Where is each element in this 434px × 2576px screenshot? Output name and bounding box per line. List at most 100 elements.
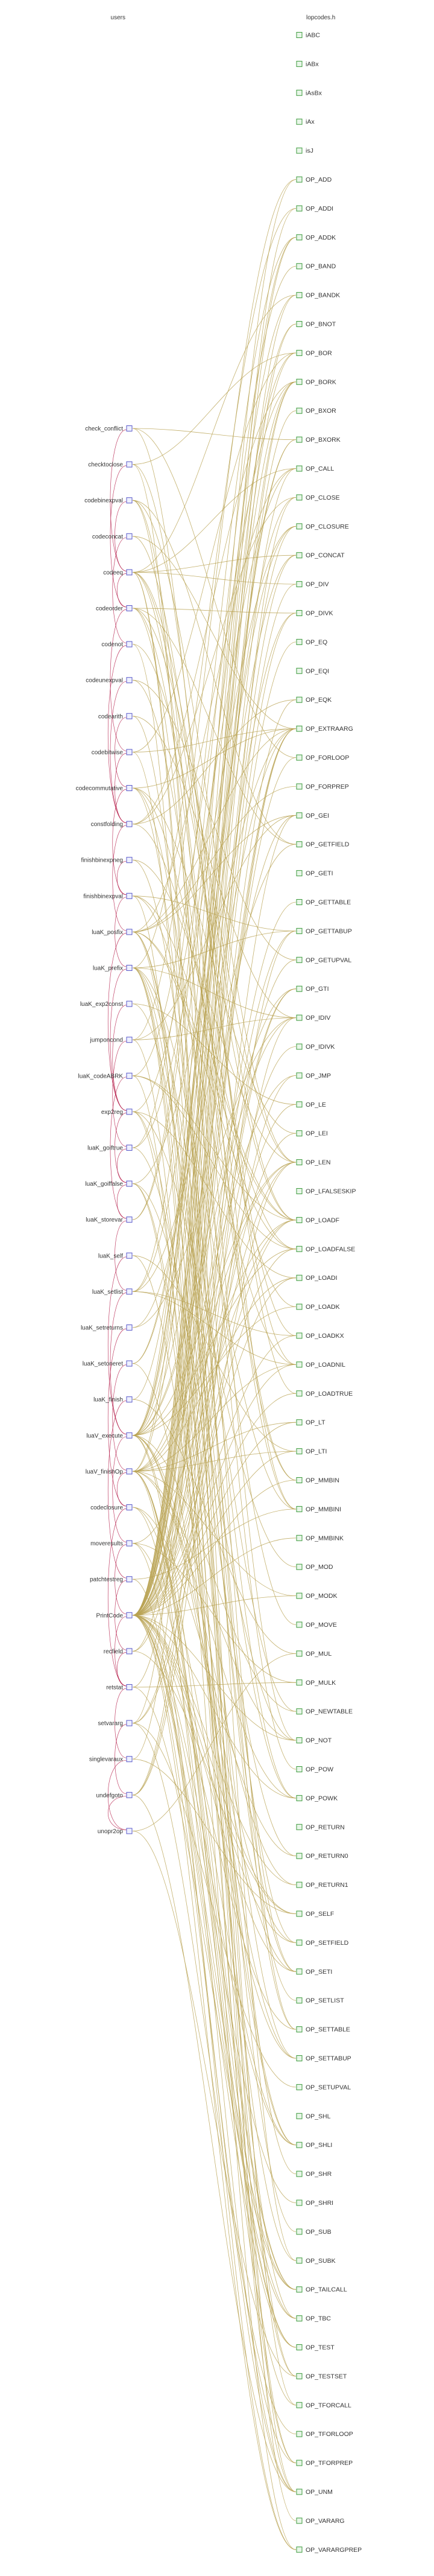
opcode-node-marker[interactable] [296,2026,303,2033]
user-node-marker[interactable] [126,1828,133,1834]
opcode-node-marker[interactable] [296,1881,303,1888]
opcode-node-marker[interactable] [296,1448,303,1455]
opcode-node-marker[interactable] [296,2431,303,2437]
opcode-node-marker[interactable] [296,263,303,270]
opcode-node-marker[interactable] [296,2257,303,2264]
opcode-node-marker[interactable] [296,321,303,327]
opcode-node-marker[interactable] [296,638,303,645]
user-node-marker[interactable] [126,1072,133,1079]
opcode-node-marker[interactable] [296,465,303,472]
opcode-node-marker[interactable] [296,1997,303,2004]
opcode-node-marker[interactable] [296,407,303,414]
user-node-marker[interactable] [126,1216,133,1223]
opcode-node-marker[interactable] [296,2344,303,2350]
user-node-marker[interactable] [126,1037,133,1043]
opcode-node-marker[interactable] [296,1390,303,1397]
user-node-marker[interactable] [126,1792,133,1798]
opcode-node-marker[interactable] [296,1910,303,1917]
opcode-node-marker[interactable] [296,2546,303,2553]
opcode-node-marker[interactable] [296,1506,303,1512]
opcode-node-marker[interactable] [296,725,303,732]
opcode-node-marker[interactable] [296,147,303,154]
opcode-node-marker[interactable] [296,870,303,877]
opcode-node-marker[interactable] [296,2055,303,2061]
user-node-marker[interactable] [126,785,133,791]
opcode-node-marker[interactable] [296,1679,303,1686]
user-node-marker[interactable] [126,1648,133,1655]
user-node-marker[interactable] [126,1288,133,1295]
opcode-node-marker[interactable] [296,494,303,501]
opcode-node-marker[interactable] [296,523,303,530]
opcode-node-marker[interactable] [296,2460,303,2466]
opcode-node-marker[interactable] [296,1361,303,1368]
opcode-node-marker[interactable] [296,32,303,38]
user-node-marker[interactable] [126,1252,133,1259]
user-node-marker[interactable] [126,1576,133,1583]
user-node-marker[interactable] [126,713,133,719]
opcode-node-marker[interactable] [296,1795,303,1801]
user-node-marker[interactable] [126,1468,133,1475]
opcode-node-marker[interactable] [296,1101,303,1108]
opcode-node-marker[interactable] [296,1014,303,1021]
user-node-marker[interactable] [126,892,133,899]
opcode-node-marker[interactable] [296,1592,303,1599]
opcode-node-marker[interactable] [296,667,303,674]
opcode-node-marker[interactable] [296,1650,303,1657]
opcode-node-marker[interactable] [296,2113,303,2119]
user-node-marker[interactable] [126,1540,133,1547]
opcode-node-marker[interactable] [296,696,303,703]
opcode-node-marker[interactable] [296,1534,303,1541]
user-node-marker[interactable] [126,497,133,504]
opcode-node-marker[interactable] [296,205,303,212]
opcode-node-marker[interactable] [296,1072,303,1079]
opcode-node-marker[interactable] [296,841,303,848]
opcode-node-marker[interactable] [296,581,303,588]
opcode-node-marker[interactable] [296,2373,303,2379]
user-node-marker[interactable] [126,641,133,647]
opcode-node-marker[interactable] [296,2084,303,2090]
opcode-node-marker[interactable] [296,349,303,356]
opcode-node-marker[interactable] [296,2489,303,2495]
opcode-node-marker[interactable] [296,118,303,125]
opcode-node-marker[interactable] [296,1159,303,1166]
opcode-node-marker[interactable] [296,1303,303,1310]
opcode-node-marker[interactable] [296,1939,303,1946]
opcode-node-marker[interactable] [296,292,303,299]
user-node-marker[interactable] [126,1720,133,1726]
opcode-node-marker[interactable] [296,1824,303,1830]
opcode-node-marker[interactable] [296,436,303,443]
user-node-marker[interactable] [126,1325,133,1331]
user-node-marker[interactable] [126,1432,133,1439]
user-node-marker[interactable] [126,1360,133,1367]
opcode-node-marker[interactable] [296,1188,303,1194]
opcode-node-marker[interactable] [296,2228,303,2235]
user-node-marker[interactable] [126,929,133,935]
user-node-marker[interactable] [126,821,133,827]
opcode-node-marker[interactable] [296,1130,303,1137]
opcode-node-marker[interactable] [296,1274,303,1281]
opcode-node-marker[interactable] [296,1332,303,1339]
user-node-marker[interactable] [126,1000,133,1007]
opcode-node-marker[interactable] [296,1043,303,1050]
user-node-marker[interactable] [126,569,133,576]
opcode-node-marker[interactable] [296,1216,303,1223]
opcode-node-marker[interactable] [296,610,303,616]
user-node-marker[interactable] [126,1396,133,1403]
user-node-marker[interactable] [126,965,133,971]
opcode-node-marker[interactable] [296,2402,303,2408]
user-node-marker[interactable] [126,425,133,431]
user-node-marker[interactable] [126,533,133,539]
user-node-marker[interactable] [126,1612,133,1618]
user-node-marker[interactable] [126,1756,133,1763]
opcode-node-marker[interactable] [296,1621,303,1628]
opcode-node-marker[interactable] [296,783,303,790]
user-node-marker[interactable] [126,1108,133,1115]
opcode-node-marker[interactable] [296,2286,303,2293]
opcode-node-marker[interactable] [296,1766,303,1772]
opcode-node-marker[interactable] [296,2199,303,2206]
opcode-node-marker[interactable] [296,812,303,819]
opcode-node-marker[interactable] [296,378,303,385]
opcode-node-marker[interactable] [296,754,303,761]
opcode-node-marker[interactable] [296,1852,303,1859]
opcode-node-marker[interactable] [296,956,303,963]
